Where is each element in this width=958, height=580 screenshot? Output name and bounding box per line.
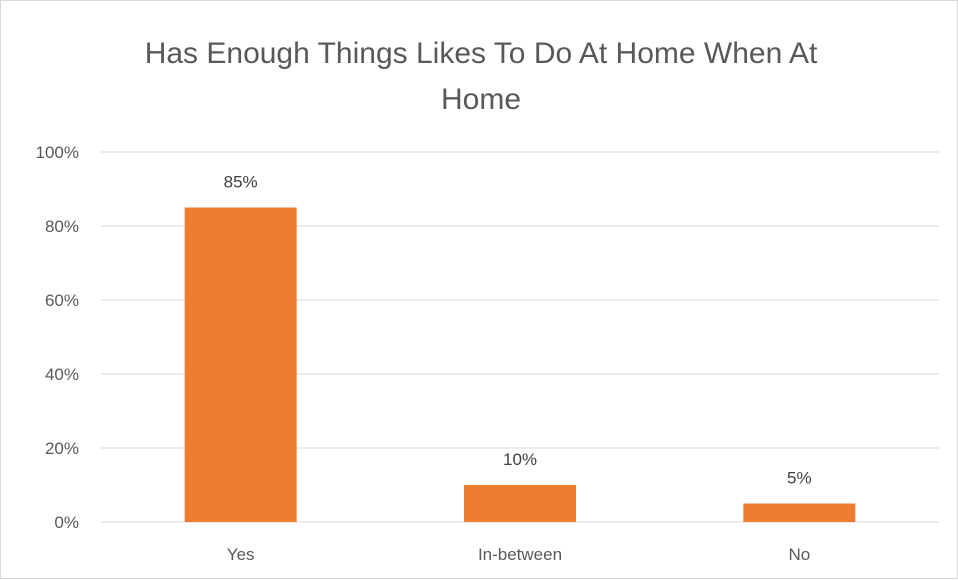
bar <box>743 503 856 522</box>
y-tick-label: 80% <box>45 217 79 236</box>
y-tick-label: 40% <box>45 365 79 384</box>
data-label: 5% <box>787 469 812 488</box>
x-tick-label: No <box>788 545 810 564</box>
bar <box>184 207 297 522</box>
y-tick-label: 0% <box>54 513 79 532</box>
x-tick-label: Yes <box>227 545 255 564</box>
y-tick-label: 100% <box>36 143 79 162</box>
x-tick-label: In-between <box>478 545 562 564</box>
data-label: 10% <box>503 450 537 469</box>
data-label: 85% <box>224 173 258 192</box>
bar <box>464 485 576 522</box>
y-tick-label: 60% <box>45 291 79 310</box>
y-tick-label: 20% <box>45 439 79 458</box>
chart-title: Has Enough Things Likes To Do At Home Wh… <box>144 37 818 116</box>
